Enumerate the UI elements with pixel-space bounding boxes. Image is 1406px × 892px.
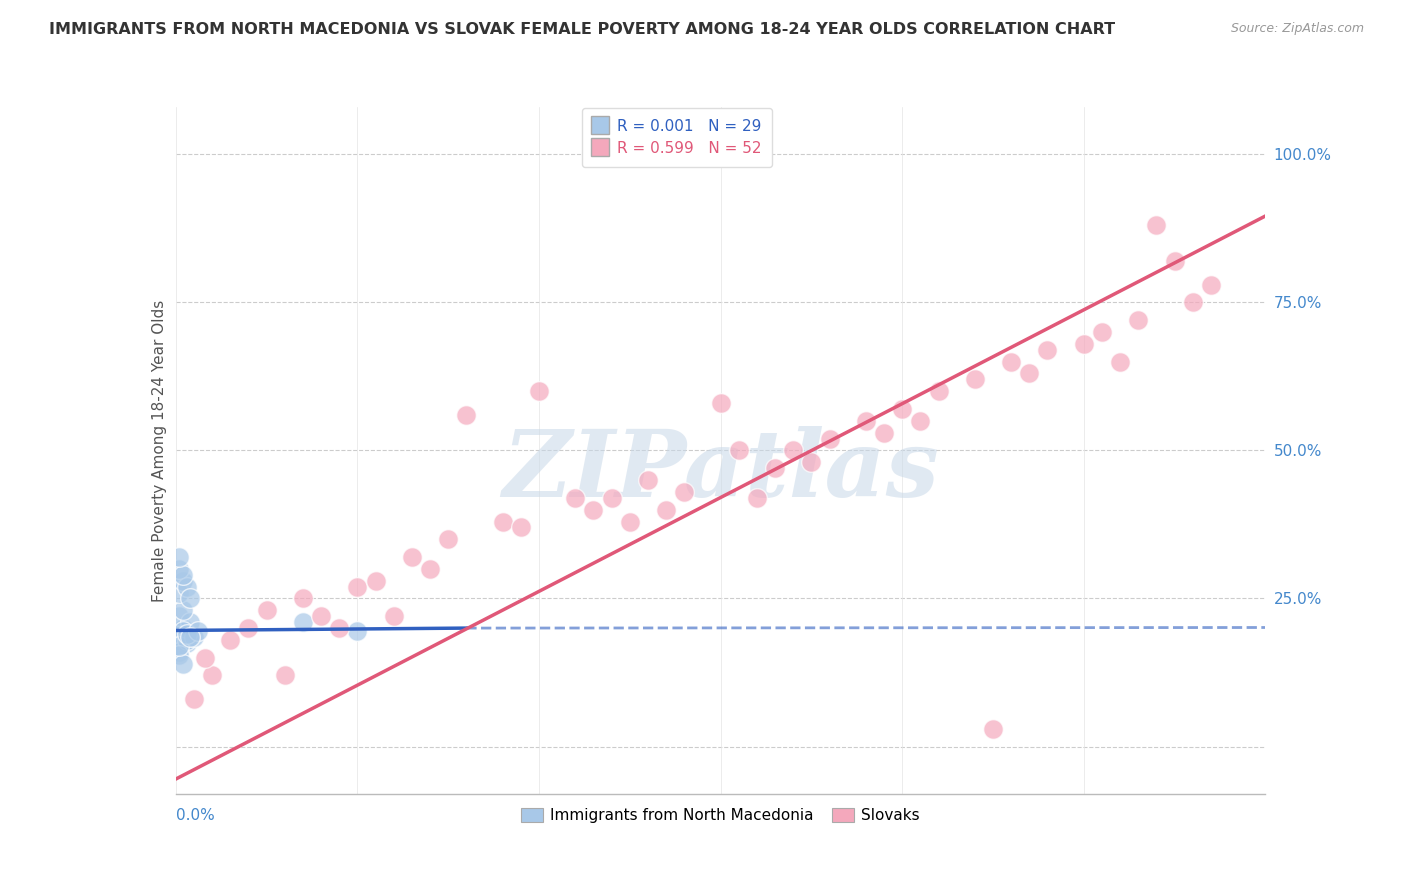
Point <box>655 502 678 516</box>
Text: ZIPatlas: ZIPatlas <box>502 426 939 516</box>
Point <box>179 591 201 606</box>
Text: IMMIGRANTS FROM NORTH MACEDONIA VS SLOVAK FEMALE POVERTY AMONG 18-24 YEAR OLDS C: IMMIGRANTS FROM NORTH MACEDONIA VS SLOVA… <box>49 22 1115 37</box>
Point <box>169 648 191 662</box>
Point <box>194 650 217 665</box>
Point <box>346 624 368 638</box>
Point <box>710 396 733 410</box>
Point <box>172 630 194 644</box>
Point <box>492 515 515 529</box>
Point <box>179 630 201 644</box>
Point <box>176 627 198 641</box>
Point <box>401 549 423 564</box>
Point <box>763 461 786 475</box>
Point <box>176 632 198 647</box>
Point <box>256 603 278 617</box>
Point <box>172 657 194 671</box>
Point <box>274 668 297 682</box>
Point <box>179 615 201 630</box>
Point <box>169 624 191 638</box>
Point <box>1109 354 1132 368</box>
Point <box>910 414 932 428</box>
Point <box>172 621 194 635</box>
Point <box>1146 219 1168 233</box>
Point <box>1000 354 1022 368</box>
Point <box>172 603 194 617</box>
Point <box>456 408 478 422</box>
Point <box>169 632 191 647</box>
Point <box>727 443 749 458</box>
Point <box>1018 367 1040 381</box>
Text: 0.0%: 0.0% <box>176 807 215 822</box>
Point <box>176 636 198 650</box>
Point <box>1091 325 1114 339</box>
Point <box>800 455 823 469</box>
Point <box>527 384 550 399</box>
Point <box>1181 295 1204 310</box>
Point <box>582 502 605 516</box>
Point <box>600 491 623 505</box>
Point <box>419 562 441 576</box>
Point <box>382 609 405 624</box>
Point <box>509 520 531 534</box>
Point <box>238 621 260 635</box>
Point <box>172 567 194 582</box>
Point <box>673 484 696 499</box>
Point <box>745 491 768 505</box>
Point <box>855 414 877 428</box>
Point <box>176 627 198 641</box>
Point <box>818 432 841 446</box>
Point <box>1163 254 1185 268</box>
Point <box>928 384 950 399</box>
Point <box>963 372 986 386</box>
Point <box>309 609 332 624</box>
Text: Source: ZipAtlas.com: Source: ZipAtlas.com <box>1230 22 1364 36</box>
Point <box>1073 337 1095 351</box>
Point <box>346 580 368 594</box>
Point <box>1199 277 1222 292</box>
Point <box>782 443 804 458</box>
Point <box>169 639 191 653</box>
Y-axis label: Female Poverty Among 18-24 Year Olds: Female Poverty Among 18-24 Year Olds <box>152 300 167 601</box>
Point <box>169 639 191 653</box>
Point <box>169 585 191 599</box>
Point <box>183 692 205 706</box>
Point <box>291 591 314 606</box>
Point <box>169 562 191 576</box>
Point <box>1128 313 1150 327</box>
Point <box>172 574 194 588</box>
Point <box>176 580 198 594</box>
Point <box>201 668 224 682</box>
Point <box>219 632 242 647</box>
Point <box>873 425 896 440</box>
Point <box>172 624 194 638</box>
Point <box>637 473 659 487</box>
Point <box>364 574 387 588</box>
Point <box>291 615 314 630</box>
Point <box>437 533 460 547</box>
Point <box>186 624 209 638</box>
Legend: Immigrants from North Macedonia, Slovaks: Immigrants from North Macedonia, Slovaks <box>513 800 928 830</box>
Point <box>183 630 205 644</box>
Point <box>891 402 914 417</box>
Point <box>328 621 350 635</box>
Point <box>169 609 191 624</box>
Point <box>169 645 191 659</box>
Point <box>1036 343 1059 357</box>
Point <box>619 515 641 529</box>
Point <box>169 549 191 564</box>
Point <box>981 722 1004 736</box>
Point <box>564 491 586 505</box>
